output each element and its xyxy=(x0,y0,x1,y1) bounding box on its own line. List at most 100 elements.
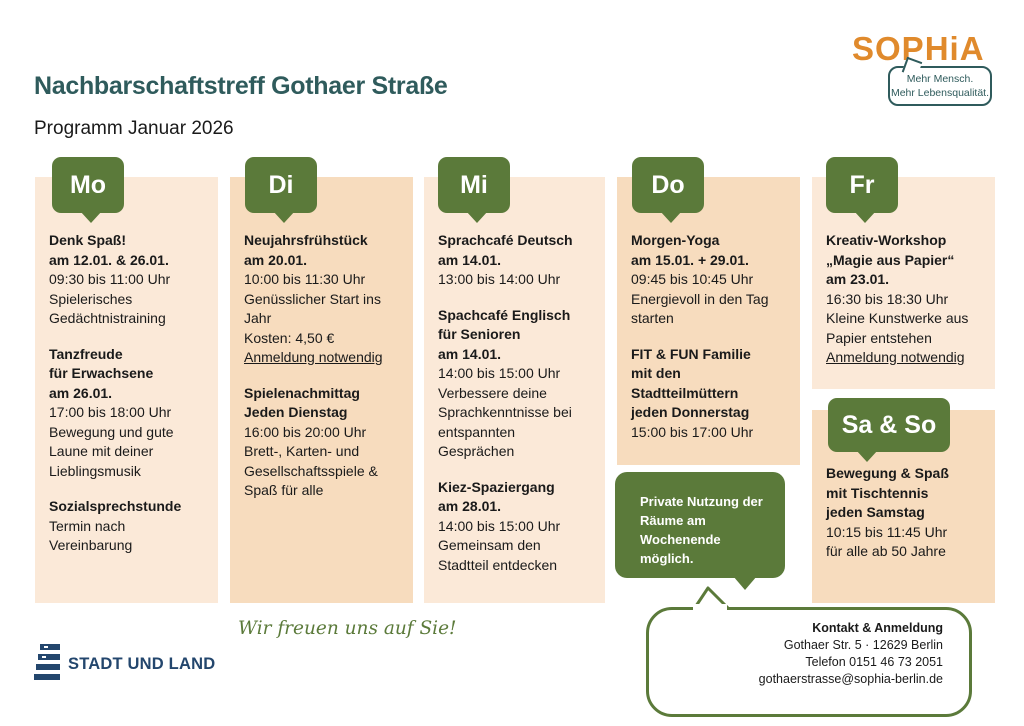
event-title: jeden Donnerstag xyxy=(631,404,750,420)
event-detail: 17:00 bis 18:00 Uhr xyxy=(49,404,172,420)
event-detail: Gesprächen xyxy=(438,443,515,459)
event-item: Sprachcafé Deutsch am 14.01. 13:00 bis 14:… xyxy=(438,231,595,290)
event-title: Kreativ-Workshop xyxy=(826,232,947,248)
weekend-note-line-1: Private Nutzung der xyxy=(640,494,763,509)
event-title: am 28.01. xyxy=(438,498,502,514)
day-tab-friday: Fr xyxy=(826,157,898,223)
slogan: Wir freuen uns auf Sie! xyxy=(238,618,457,639)
event-title: Jeden Dienstag xyxy=(244,404,348,420)
weekend-note-bubble: Private Nutzung der Räume am Wochenende … xyxy=(615,472,785,590)
event-detail: 16:00 bis 20:00 Uhr xyxy=(244,423,367,440)
weekend-note-line-3: Wochenende möglich. xyxy=(640,532,721,566)
event-title: Neujahrsfrühstück xyxy=(244,232,368,248)
event-detail: Vereinbarung xyxy=(49,537,133,553)
event-item: Bewegung & Spaß mit Tischtennis jeden Sams… xyxy=(826,464,985,562)
event-detail: 14:00 bis 15:00 Uhr xyxy=(438,365,561,381)
event-title: Morgen-Yoga xyxy=(631,232,720,248)
partner-name: STADT UND LAND xyxy=(68,655,216,673)
event-title: am 23.01. xyxy=(826,271,890,287)
event-item: Tanzfreude für Erwachsene am 26.01. 17:00 b… xyxy=(49,345,208,482)
event-detail: 09:30 bis 11:00 Uhr xyxy=(49,271,171,287)
stadt-und-land-icon xyxy=(34,644,60,680)
event-detail: entspannten xyxy=(438,423,516,440)
event-title: Sozialsprechstunde xyxy=(49,498,182,514)
event-detail: Kosten: 4,50 € xyxy=(244,329,335,346)
event-item: FIT & FUN Familie mit den Stadtteilmüttern… xyxy=(631,345,790,443)
page-subtitle: Programm Januar 2026 xyxy=(34,118,234,139)
page-title: Nachbarschaftstreff Gothaer Straße xyxy=(34,72,448,100)
contact-box: Kontakt & Anmeldung Gothaer Str. 5 · 126… xyxy=(646,607,972,717)
event-title: mit Tischtennis xyxy=(826,484,929,501)
event-detail: Gedächtnistraining xyxy=(49,310,166,326)
event-detail: starten xyxy=(631,310,674,326)
day-tab-wednesday: Mi xyxy=(438,157,510,223)
event-title: Kiez-Spaziergang xyxy=(438,478,555,495)
registration-note: Anmeldung notwendig xyxy=(826,349,965,365)
column-monday: Denk Spaß! am 12.01. & 26.01. 09:30 bis 11… xyxy=(35,177,218,603)
event-title: für Senioren xyxy=(438,326,521,342)
event-title: FIT & FUN Familie xyxy=(631,345,751,362)
event-detail: 14:00 bis 15:00 Uhr xyxy=(438,517,561,534)
event-detail: 10:15 bis 11:45 Uhr xyxy=(826,523,948,540)
sophia-logo: SOPHiA Mehr Mensch. Mehr Lebensqualität. xyxy=(850,30,1000,110)
event-title: „Magie aus Papier“ xyxy=(826,251,955,268)
event-title: Denk Spaß! xyxy=(49,232,127,248)
contact-details: Kontakt & Anmeldung Gothaer Str. 5 · 126… xyxy=(759,620,943,688)
event-item: Neujahrsfrühstück am 20.01. 10:00 bis 11:3… xyxy=(244,231,403,368)
event-title: am 20.01. xyxy=(244,251,308,268)
event-item: Spachcafé Englisch für Senioren am 14.01. 1… xyxy=(438,306,595,462)
stadt-und-land-logo: STADT UND LAND xyxy=(34,640,234,684)
weekend-note-line-2: Räume am xyxy=(640,513,706,528)
contact-tail-cover xyxy=(693,604,727,612)
event-title: am 26.01. xyxy=(49,384,113,401)
column-thursday: Morgen-Yoga am 15.01. + 29.01. 09:45 bis 1… xyxy=(617,177,800,465)
event-detail: 16:30 bis 18:30 Uhr xyxy=(826,290,949,307)
event-detail: 13:00 bis 14:00 Uhr xyxy=(438,271,561,287)
event-title: Bewegung & Spaß xyxy=(826,465,949,481)
event-title: am 14.01. xyxy=(438,251,502,268)
event-detail: 15:00 bis 17:00 Uhr xyxy=(631,423,754,440)
event-title: Spielenachmittag xyxy=(244,384,360,401)
event-detail: Energievoll in den Tag xyxy=(631,290,769,307)
event-title: Sprachcafé Deutsch xyxy=(438,232,573,248)
event-detail: Bewegung und gute xyxy=(49,423,174,440)
event-detail: Sprachkenntnisse bei xyxy=(438,404,572,420)
event-detail: Jahr xyxy=(244,310,272,326)
event-detail: Stadtteil entdecken xyxy=(438,556,558,573)
event-title: für Erwachsene xyxy=(49,365,154,381)
event-detail: Papier entstehen xyxy=(826,329,932,346)
event-title: am 12.01. & 26.01. xyxy=(49,251,169,268)
event-item: Kreativ-Workshop „Magie aus Papier“ am 23.… xyxy=(826,231,985,368)
event-item: Denk Spaß! am 12.01. & 26.01. 09:30 bis 11… xyxy=(49,231,208,329)
event-item: Spielenachmittag Jeden Dienstag 16:00 bis … xyxy=(244,384,403,501)
contact-phone[interactable]: Telefon 0151 46 73 2051 xyxy=(805,655,943,669)
day-tab-thursday: Do xyxy=(632,157,704,223)
event-detail: 10:00 bis 11:30 Uhr xyxy=(244,271,366,287)
day-tab-tuesday: Di xyxy=(245,157,317,223)
day-tab-monday: Mo xyxy=(52,157,124,223)
column-wednesday: Sprachcafé Deutsch am 14.01. 13:00 bis 14:… xyxy=(424,177,605,603)
logo-tagline-line-2: Mehr Lebensqualität. xyxy=(890,87,990,99)
event-title: Tanzfreude xyxy=(49,345,123,362)
event-detail: Genüsslicher Start ins xyxy=(244,290,381,307)
event-detail: Brett-, Karten- und xyxy=(244,443,360,459)
event-detail: Kleine Kunstwerke aus xyxy=(826,310,969,326)
event-item: Sozialsprechstunde Termin nach Vereinbarun… xyxy=(49,497,208,556)
event-detail: Spielerisches xyxy=(49,290,133,307)
event-title: Stadtteilmüttern xyxy=(631,384,739,401)
event-detail: Spaß für alle xyxy=(244,482,324,498)
registration-note: Anmeldung notwendig xyxy=(244,349,383,365)
logo-tagline: Mehr Mensch. Mehr Lebensqualität. xyxy=(890,72,990,100)
event-title: mit den xyxy=(631,365,681,381)
event-detail: Laune mit deiner xyxy=(49,443,154,459)
event-item: Kiez-Spaziergang am 28.01. 14:00 bis 15:00… xyxy=(438,478,595,576)
day-tab-weekend: Sa & So xyxy=(828,398,950,462)
logo-tagline-line-1: Mehr Mensch. xyxy=(906,73,974,85)
event-detail: Termin nach xyxy=(49,517,126,534)
column-tuesday: Neujahrsfrühstück am 20.01. 10:00 bis 11:3… xyxy=(230,177,413,603)
event-title: am 15.01. + 29.01. xyxy=(631,251,749,268)
contact-address: Gothaer Str. 5 · 12629 Berlin xyxy=(783,638,943,652)
logo-speech-bubble: Mehr Mensch. Mehr Lebensqualität. xyxy=(888,66,992,106)
contact-email[interactable]: gothaerstrasse@sophia-berlin.de xyxy=(758,672,943,686)
event-detail: Gemeinsam den xyxy=(438,537,541,553)
